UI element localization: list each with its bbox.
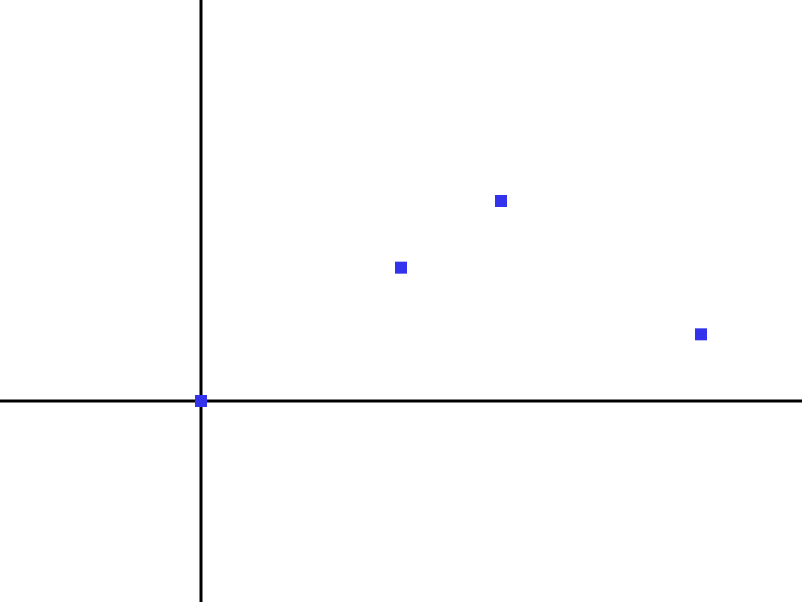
- data-point: [495, 195, 507, 207]
- data-point: [695, 328, 707, 341]
- data-points: [195, 195, 707, 407]
- data-point: [195, 395, 207, 407]
- data-point: [395, 261, 407, 274]
